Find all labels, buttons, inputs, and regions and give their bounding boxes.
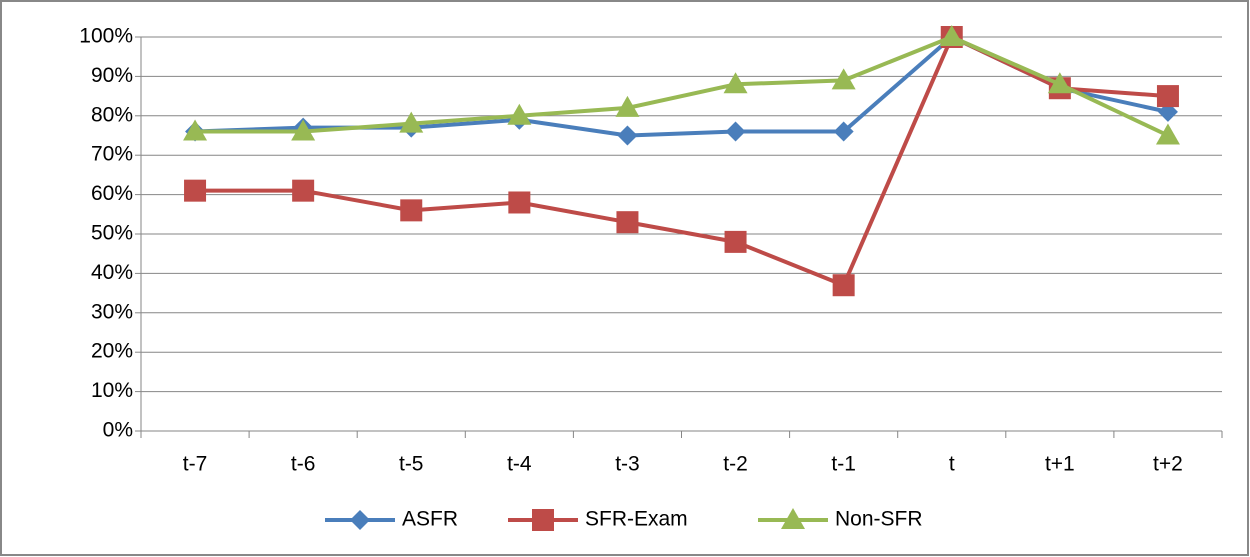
marker: [400, 199, 423, 222]
marker: [781, 508, 805, 529]
x-tick-label: t: [949, 453, 955, 476]
marker: [617, 125, 638, 146]
marker: [399, 111, 424, 133]
marker: [1156, 85, 1179, 108]
marker: [184, 179, 207, 202]
x-tick-label: t-5: [399, 453, 424, 476]
y-tick-label: 100%: [79, 25, 133, 48]
y-tick-label: 90%: [91, 64, 133, 87]
marker: [507, 103, 532, 125]
series-line: [195, 35, 1169, 138]
marker: [831, 68, 856, 90]
marker: [508, 191, 531, 214]
y-tick-label: 50%: [91, 222, 133, 245]
y-tick-label: 40%: [91, 261, 133, 284]
x-tick-label: t+2: [1153, 453, 1183, 476]
marker: [292, 179, 315, 202]
y-tick-label: 10%: [91, 379, 133, 402]
x-tick-label: t-3: [615, 453, 640, 476]
legend-label: Non-SFR: [835, 508, 923, 531]
marker: [183, 119, 208, 141]
marker: [724, 230, 747, 253]
y-tick-label: 20%: [91, 340, 133, 363]
marker: [1047, 72, 1072, 94]
marker: [532, 509, 554, 531]
marker: [725, 121, 746, 142]
marker: [832, 274, 855, 297]
x-tick-label: t-2: [723, 453, 748, 476]
marker: [291, 119, 316, 141]
marker: [1155, 123, 1180, 145]
y-tick-label: 60%: [91, 182, 133, 205]
y-tick-label: 70%: [91, 143, 133, 166]
x-tick-label: t-6: [291, 453, 316, 476]
y-tick-label: 30%: [91, 300, 133, 323]
marker: [350, 510, 370, 530]
marker: [616, 211, 639, 234]
x-tick-label: t-1: [831, 453, 856, 476]
x-tick-label: t-7: [183, 453, 208, 476]
marker: [833, 121, 854, 142]
y-tick-label: 80%: [91, 103, 133, 126]
marker: [939, 25, 964, 46]
x-tick-label: t+1: [1045, 453, 1075, 476]
marker: [723, 72, 748, 94]
x-tick-label: t-4: [507, 453, 532, 476]
legend-label: ASFR: [402, 508, 458, 531]
marker: [615, 95, 640, 117]
y-tick-label: 0%: [103, 419, 133, 442]
legend-label: SFR-Exam: [585, 508, 688, 531]
